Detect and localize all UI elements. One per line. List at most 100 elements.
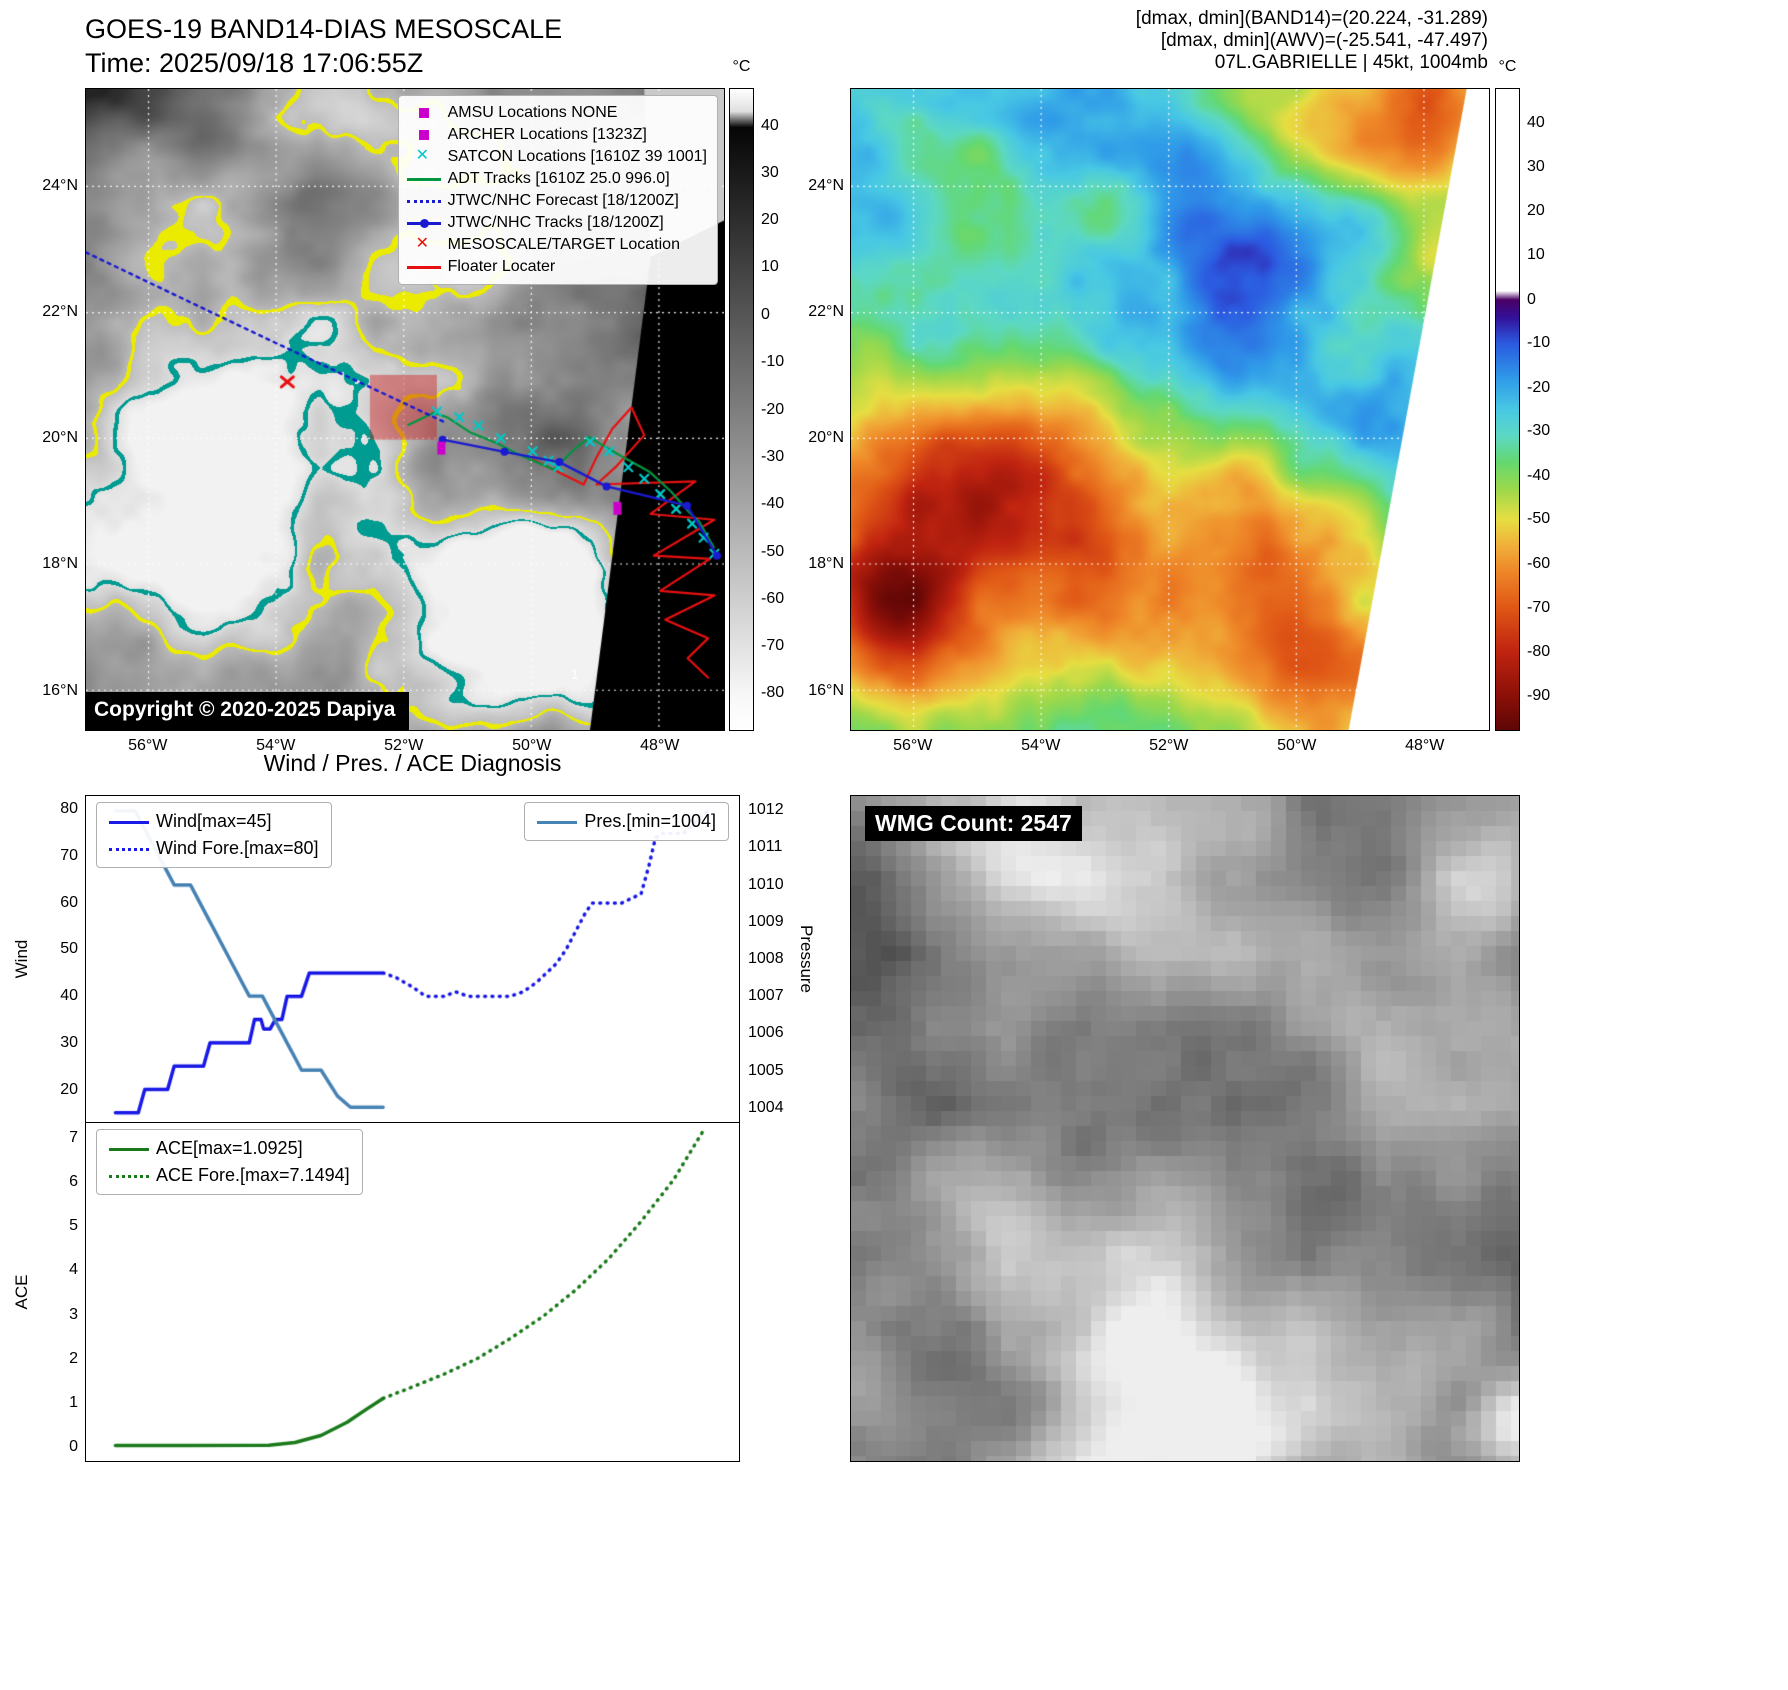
tick-label: 40 [761,116,779,134]
legend-item-forecast: JTWC/NHC Forecast [18/1200Z] [406,190,707,212]
tick-label: 20 [60,1081,78,1099]
tick-label: 30 [761,163,779,181]
tick-label: -70 [761,637,785,655]
tick-label: 18°N [42,555,78,573]
floater-line-marker [406,260,441,274]
awv-header-line1: [dmax, dmin](BAND14)=(20.224, -31.289) [1135,8,1488,29]
pressure-axis-label: Pressure [797,924,816,994]
awv-header: [dmax, dmin](BAND14)=(20.224, -31.289) [… [1136,8,1488,74]
tick-label: 20 [1527,202,1545,220]
adt-line-marker [406,172,441,186]
pressure-legend: Pres.[min=1004] [524,802,729,841]
legend-item-wind-forecast: Wind Fore.[max=80] [109,835,319,862]
tick-label: -70 [1527,598,1551,616]
tick-label: 16°N [42,682,78,700]
legend-label-ace-forecast: ACE Fore.[max=7.1494] [156,1165,350,1185]
forecast-dotted-marker [406,194,441,208]
tick-label: 30 [60,1034,78,1052]
legend-label-pressure: Pres.[min=1004] [584,811,716,831]
tick-label: 0 [761,305,770,323]
tick-label: 40 [60,987,78,1005]
legend-item-track: JTWC/NHC Tracks [18/1200Z] [406,212,707,234]
tick-label: 1009 [748,912,784,930]
awv-header-line3: 07L.GABRIELLE | 45kt, 1004mb [1214,52,1488,73]
wind-forecast-dotted-marker [109,842,149,856]
tick-label: 3 [69,1305,78,1323]
awv-colorbar-ticks: 40 30 20 10 0 -10 -20 -30 -40 -50 -60 -70 -80 -90 [1527,88,1571,731]
tick-label: 40 [1527,114,1545,132]
tick-label: 54°W [256,737,296,754]
tick-label: -30 [761,448,785,466]
ace-line-marker [109,1142,149,1156]
tick-label: 24°N [42,176,78,194]
amsu-square-marker [407,106,441,120]
legend-item-archer: ARCHER Locations [1323Z] [407,124,707,146]
wmg-count-label: WMG Count: 2547 [865,806,1082,841]
tick-label: 16°N [808,682,844,700]
tick-label: 20 [761,211,779,229]
tick-label: 1005 [748,1061,784,1079]
wind-axis-ticks: 80 70 60 50 40 30 20 [34,795,78,1123]
tick-label: 10 [1527,246,1545,264]
ir-contour-annotation: 1 [570,665,579,682]
awv-colorbar-unit: °C [1498,58,1517,75]
wind-line-marker [109,815,149,829]
tick-label: 1004 [748,1099,784,1117]
target-x-marker [407,235,441,253]
tick-label: -30 [1527,422,1551,440]
tick-label: -10 [761,352,785,370]
tick-label: 50°W [1277,737,1317,754]
tick-label: 1010 [748,875,784,893]
tick-label: 0 [1527,290,1536,308]
tick-label: 56°W [128,737,168,754]
tick-label: 48°W [1405,737,1445,754]
legend-label-floater: Floater Locater [447,258,556,275]
wind-legend: Wind[max=45] Wind Fore.[max=80] [96,802,332,868]
legend-label-wind: Wind[max=45] [156,811,272,831]
legend-label-adt: ADT Tracks [1610Z 25.0 996.0] [447,170,670,187]
tick-label: -20 [1527,378,1551,396]
awv-lat-ticks: 24°N 22°N 20°N 18°N 16°N [768,88,844,731]
legend-item-adt: ADT Tracks [1610Z 25.0 996.0] [406,168,707,190]
tick-label: -50 [761,542,785,560]
tick-label: 24°N [808,176,844,194]
tick-label: 54°W [1021,737,1061,754]
wmg-image-canvas [851,796,1519,1461]
legend-label-forecast: JTWC/NHC Forecast [18/1200Z] [447,192,679,209]
tick-label: 48°W [640,737,680,754]
tick-label: 10 [761,258,779,276]
ace-axis-label: ACE [12,1274,31,1310]
pressure-axis-ticks: 1012 1011 1010 1009 1008 1007 1006 1005 1004 [748,795,798,1123]
tick-label: 1012 [748,800,784,818]
tick-label: 52°W [1149,737,1189,754]
tick-label: 7 [69,1128,78,1146]
wmg-panel: WMG Count: 2547 [850,795,1520,1462]
tick-label: 50°W [512,737,552,754]
ir-map: AMSU Locations NONE ARCHER Locations [13… [85,88,725,731]
tick-label: 1 [69,1394,78,1411]
pressure-line-marker [537,815,578,829]
legend-item-target: MESOSCALE/TARGET Location [407,234,707,256]
diagnosis-title: Wind / Pres. / ACE Diagnosis [263,750,562,776]
ir-panel-title: GOES-19 BAND14-DIAS MESOSCALE Time: 2025… [85,12,562,80]
tick-label: -60 [761,589,785,607]
tick-label: -40 [761,495,785,513]
ir-colorbar-ticks: 40 30 20 10 0 -10 -20 -30 -40 -50 -60 -70 -80 [761,88,805,731]
archer-square-marker [407,128,441,142]
tick-label: -80 [761,684,785,702]
tick-label: -20 [761,400,785,418]
tick-label: 56°W [893,737,933,754]
legend-item-ace-forecast: ACE Fore.[max=7.1494] [109,1162,350,1189]
tick-label: 1011 [748,838,783,856]
legend-item-wind: Wind[max=45] [109,808,319,835]
awv-colorbar [1495,88,1520,731]
tick-label: -80 [1527,642,1551,660]
tick-label: 80 [60,800,78,818]
ace-forecast-dotted-marker [109,1169,149,1183]
tick-label: 1007 [748,987,784,1005]
awv-satellite-canvas [851,89,1489,730]
tick-label: 20°N [42,429,78,447]
tick-label: 5 [69,1217,78,1235]
legend-item-amsu: AMSU Locations NONE [407,102,707,124]
